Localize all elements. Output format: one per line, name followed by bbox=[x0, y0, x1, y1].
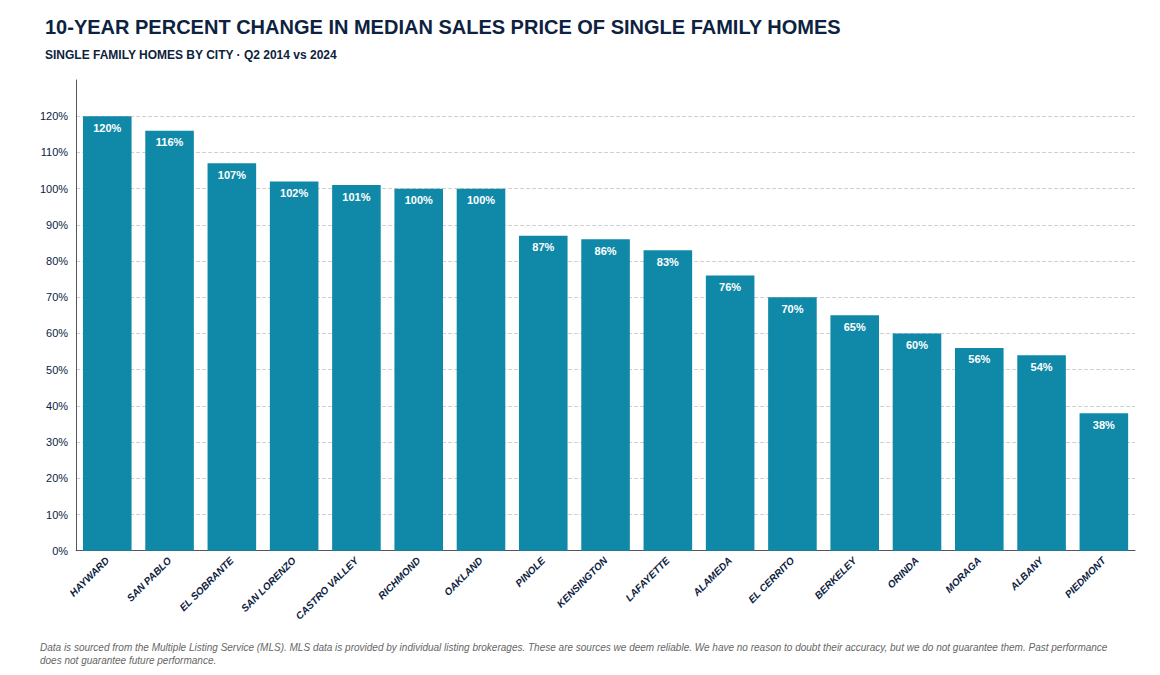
svg-text:EL CERRITO: EL CERRITO bbox=[746, 555, 796, 605]
svg-text:90%: 90% bbox=[46, 219, 68, 231]
svg-text:0%: 0% bbox=[52, 545, 68, 557]
svg-text:60%: 60% bbox=[46, 327, 68, 339]
svg-text:100%: 100% bbox=[40, 183, 68, 195]
svg-text:MORAGA: MORAGA bbox=[943, 555, 983, 595]
svg-text:76%: 76% bbox=[719, 281, 741, 293]
svg-text:120%: 120% bbox=[93, 122, 121, 134]
svg-text:110%: 110% bbox=[41, 146, 69, 158]
svg-text:70%: 70% bbox=[46, 291, 68, 303]
svg-text:BERKELEY: BERKELEY bbox=[812, 554, 859, 601]
svg-text:HAYWARD: HAYWARD bbox=[67, 555, 111, 599]
svg-text:10%: 10% bbox=[46, 509, 68, 521]
svg-text:ALBANY: ALBANY bbox=[1008, 554, 1047, 593]
svg-text:40%: 40% bbox=[46, 400, 68, 412]
svg-text:SAN LORENZO: SAN LORENZO bbox=[239, 555, 298, 614]
svg-text:83%: 83% bbox=[657, 256, 679, 268]
svg-text:KENSINGTON: KENSINGTON bbox=[555, 554, 610, 609]
svg-text:70%: 70% bbox=[781, 303, 803, 315]
svg-text:PINOLE: PINOLE bbox=[513, 555, 547, 589]
svg-text:30%: 30% bbox=[46, 436, 68, 448]
svg-text:107%: 107% bbox=[218, 169, 246, 181]
svg-text:65%: 65% bbox=[844, 321, 866, 333]
svg-text:PIEDMONT: PIEDMONT bbox=[1063, 554, 1109, 600]
svg-text:80%: 80% bbox=[46, 255, 68, 267]
svg-text:56%: 56% bbox=[968, 353, 990, 365]
svg-text:LAFAYETTE: LAFAYETTE bbox=[623, 555, 672, 604]
svg-text:ORINDA: ORINDA bbox=[885, 555, 921, 591]
svg-text:87%: 87% bbox=[532, 241, 554, 253]
svg-text:100%: 100% bbox=[467, 194, 495, 206]
svg-text:SINGLE FAMILY HOMES BY CITY ·: SINGLE FAMILY HOMES BY CITY · Q2 2014 vs… bbox=[45, 48, 337, 62]
svg-text:RICHMOND: RICHMOND bbox=[376, 555, 423, 602]
svg-text:101%: 101% bbox=[342, 191, 370, 203]
svg-text:54%: 54% bbox=[1031, 361, 1053, 373]
svg-text:ALAMEDA: ALAMEDA bbox=[690, 555, 734, 599]
svg-text:86%: 86% bbox=[595, 245, 617, 257]
svg-text:100%: 100% bbox=[405, 194, 433, 206]
svg-text:60%: 60% bbox=[906, 339, 928, 351]
svg-text:Data is sourced from the Multi: Data is sourced from the Multiple Listin… bbox=[40, 642, 1110, 653]
svg-text:CASTRO VALLEY: CASTRO VALLEY bbox=[293, 554, 361, 622]
svg-text:102%: 102% bbox=[280, 187, 308, 199]
svg-text:120%: 120% bbox=[40, 110, 68, 122]
svg-text:10-YEAR PERCENT CHANGE IN MEDI: 10-YEAR PERCENT CHANGE IN MEDIAN SALES P… bbox=[45, 16, 841, 38]
svg-text:does not guarantee future perf: does not guarantee future performance. bbox=[40, 655, 216, 666]
svg-text:SAN PABLO: SAN PABLO bbox=[125, 555, 174, 604]
svg-text:20%: 20% bbox=[46, 472, 68, 484]
svg-text:EL SOBRANTE: EL SOBRANTE bbox=[177, 555, 235, 613]
svg-text:38%: 38% bbox=[1093, 419, 1115, 431]
svg-text:OAKLAND: OAKLAND bbox=[442, 555, 485, 598]
svg-text:116%: 116% bbox=[156, 136, 184, 148]
svg-text:50%: 50% bbox=[46, 364, 68, 376]
